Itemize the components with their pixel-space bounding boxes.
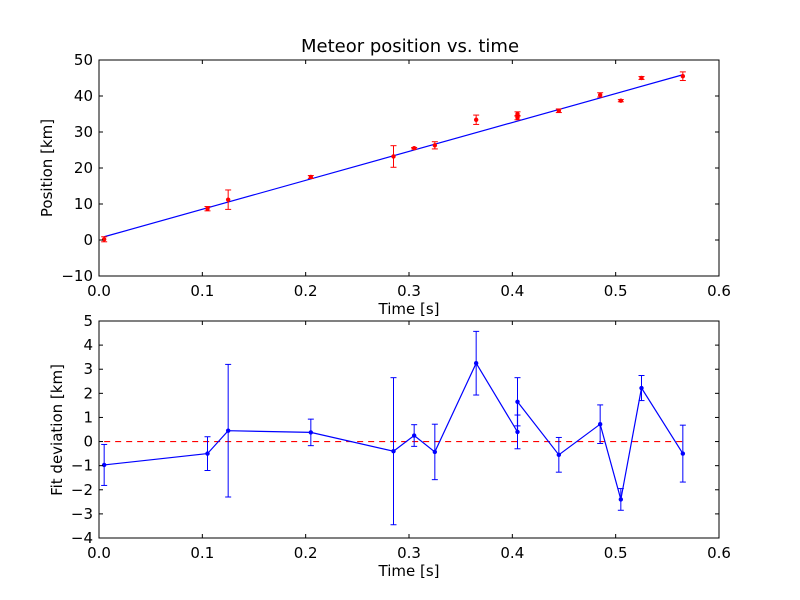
deviation-ytick-label: 0: [83, 433, 93, 451]
deviation-xtick-label: 0.5: [604, 544, 628, 562]
deviation-data-point: [101, 462, 107, 468]
chart-title: Meteor position vs. time: [301, 36, 519, 57]
deviation-data-point: [639, 385, 644, 391]
deviation-ytick-label: −4: [71, 529, 93, 547]
position-xlabel: Time [s]: [378, 300, 440, 318]
position-xtick-label: 0.1: [190, 282, 214, 300]
position-xtick-label: 0.5: [604, 282, 628, 300]
deviation-data-point: [391, 449, 396, 454]
position-data-point: [391, 154, 396, 159]
deviation-data-point: [411, 433, 417, 438]
position-data-point: [618, 98, 624, 103]
position-ytick-label: 40: [74, 87, 93, 105]
deviation-xtick-label: 0.3: [397, 544, 421, 562]
position-xtick-label: 0.6: [707, 282, 731, 300]
deviation-data-point: [205, 451, 210, 456]
deviation-chart: 0.0 0.1 0.2 0.3 0.4 0.5 0.6 −4 −3 −2 −1 0 1 2 3 4 5 Time…: [48, 312, 731, 580]
position-data-point: [639, 75, 644, 81]
deviation-ytick-label: 2: [83, 384, 93, 402]
position-data-point: [205, 206, 210, 211]
deviation-ytick-label: 5: [83, 312, 93, 330]
position-xtick-label: 0.3: [397, 282, 421, 300]
position-xtick-label: 0.2: [294, 282, 318, 300]
deviation-ytick-label: 4: [83, 336, 93, 354]
position-ytick-label: 20: [74, 159, 93, 177]
deviation-xtick-label: 0.4: [500, 544, 524, 562]
position-ytick-label: 10: [74, 195, 93, 213]
position-data-point: [308, 174, 314, 180]
position-data-point: [680, 74, 686, 79]
position-ytick-label: −10: [61, 267, 93, 285]
deviation-data-point: [556, 452, 562, 458]
deviation-ytick-label: 3: [83, 360, 93, 378]
position-ticks: 0.0 0.1 0.2 0.3 0.4 0.5 0.6 −10 0 10 20 30 40 50: [61, 51, 731, 300]
deviation-data-point: [515, 429, 520, 435]
deviation-ytick-label: −2: [71, 481, 93, 499]
deviation-ytick-label: 1: [83, 408, 93, 426]
deviation-data-point: [432, 449, 438, 455]
deviation-data-point: [225, 428, 231, 433]
deviation-xtick-label: 0.2: [294, 544, 318, 562]
deviation-xtick-label: 0.1: [190, 544, 214, 562]
position-data-point: [515, 111, 520, 117]
position-ylabel: Position [km]: [38, 119, 56, 217]
deviation-xtick-label: 0.0: [87, 544, 111, 562]
position-xtick-label: 0.0: [87, 282, 111, 300]
position-data-point: [556, 108, 562, 113]
deviation-plot-area: [101, 330, 686, 526]
deviation-data-point: [597, 421, 603, 427]
position-data-point: [473, 117, 479, 122]
position-ytick-label: 50: [74, 51, 93, 69]
deviation-data-point: [618, 497, 624, 502]
position-xtick-label: 0.4: [500, 282, 524, 300]
position-data-point: [597, 92, 603, 98]
deviation-data-point: [680, 451, 686, 456]
deviation-axes-frame: [98, 320, 720, 539]
deviation-ytick-label: −3: [71, 505, 93, 523]
position-plot-area: [101, 71, 686, 243]
deviation-xtick-label: 0.6: [707, 544, 731, 562]
deviation-data-point: [308, 430, 314, 435]
deviation-ytick-label: −1: [71, 457, 93, 475]
deviation-ticks: 0.0 0.1 0.2 0.3 0.4 0.5 0.6 −4 −3 −2 −1 0 1 2 3 4 5: [71, 312, 731, 562]
deviation-ylabel: Fit deviation [km]: [48, 364, 66, 496]
deviation-data-point: [473, 360, 479, 366]
position-ytick-label: 0: [83, 231, 93, 249]
position-data-point: [225, 197, 231, 202]
position-ytick-label: 30: [74, 123, 93, 141]
deviation-xlabel: Time [s]: [378, 562, 440, 580]
position-data-point: [411, 146, 417, 151]
deviation-data-point: [515, 399, 520, 404]
position-data-point: [101, 237, 107, 242]
position-axes-frame: [98, 59, 720, 277]
position-chart: Meteor position vs. time 0.0 0.1 0.2 0.3 0.4…: [38, 36, 731, 318]
position-data-point: [432, 143, 438, 148]
